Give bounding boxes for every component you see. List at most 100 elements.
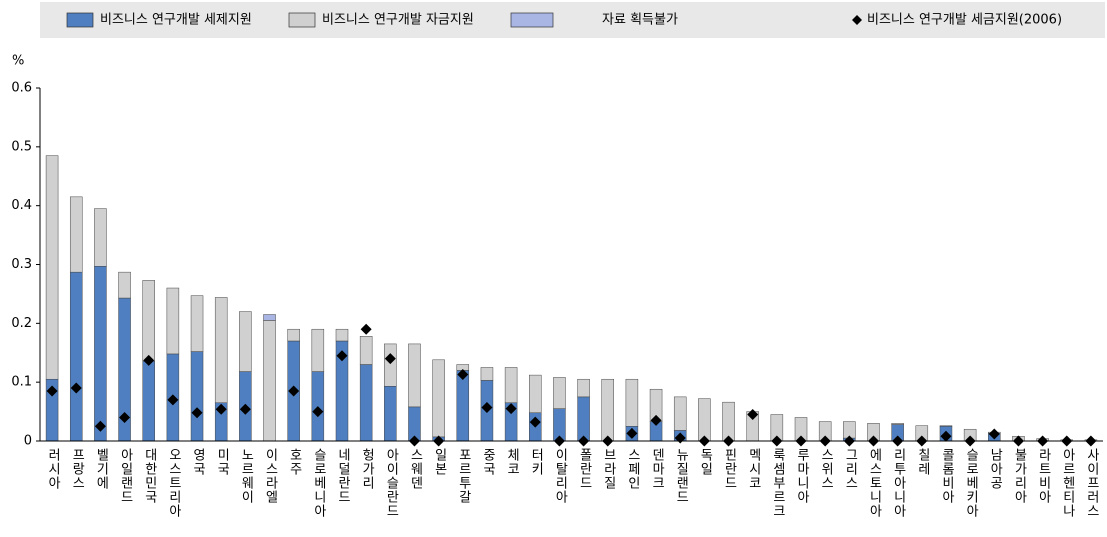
- bar-segment: [263, 320, 276, 442]
- x-tick-label: 리투아니아: [890, 448, 906, 518]
- x-tick-label: 라트비아: [1035, 448, 1051, 504]
- bar-segment: [625, 378, 639, 427]
- bar-segment: [214, 297, 228, 404]
- x-tick-label: 스위스: [818, 448, 834, 490]
- x-tick-label: 브라질: [600, 448, 616, 490]
- bar-segment: [69, 196, 83, 273]
- x-tick-label: 그리스: [842, 448, 858, 490]
- x-tick-label: 룩셈부르크: [769, 448, 785, 518]
- marker: [747, 409, 759, 421]
- marker: [336, 350, 348, 362]
- marker: [723, 435, 735, 447]
- legend-label: 비즈니스 연구개발 세금지원(2006): [867, 13, 1062, 28]
- x-tick-label: 포르투갈: [455, 448, 471, 504]
- x-tick-label: 대한민국: [141, 448, 157, 504]
- marker: [819, 435, 831, 447]
- x-tick-label: 콜롬비아: [938, 448, 954, 504]
- y-tick-label: 0.6: [11, 81, 32, 96]
- x-tick-label: 칠레: [914, 448, 930, 476]
- x-tick-label: 멕시코: [745, 448, 761, 490]
- marker: [239, 403, 251, 415]
- x-tick-label: 미국: [214, 448, 230, 476]
- marker: [940, 430, 952, 442]
- marker: [360, 323, 372, 335]
- marker: [288, 385, 300, 397]
- legend-label: 비즈니스 연구개발 자금지원: [322, 13, 474, 28]
- marker: [553, 435, 565, 447]
- x-tick-label: 독일: [697, 448, 713, 476]
- marker: [312, 406, 324, 418]
- x-tick-label: 덴마크: [649, 448, 665, 490]
- bar-segment: [311, 328, 325, 372]
- bar-segment: [239, 311, 252, 372]
- marker: [191, 407, 203, 419]
- marker: [119, 411, 131, 423]
- marker: [481, 401, 493, 413]
- bar-segment: [94, 208, 107, 267]
- x-tick-label: 루마니아: [794, 448, 809, 504]
- marker: [433, 435, 445, 447]
- x-tick-label: 벨기에: [93, 448, 109, 490]
- x-tick-label: 뉴질랜드: [673, 448, 689, 504]
- bar-segment: [359, 364, 373, 442]
- x-tick-label: 이탈리아: [552, 448, 568, 504]
- legend-swatch: [510, 12, 554, 28]
- marker: [795, 435, 807, 447]
- x-tick-label: 에스토니아: [866, 448, 882, 518]
- marker: [674, 432, 686, 444]
- bar-segment: [384, 343, 397, 387]
- x-tick-label: 체코: [504, 448, 520, 476]
- bar-segment: [408, 343, 421, 408]
- marker: [70, 382, 82, 394]
- marker: [1012, 435, 1024, 447]
- bar-segment: [577, 378, 590, 398]
- bar-segment: [94, 266, 107, 442]
- bar-segment: [166, 287, 180, 355]
- marker: [1085, 435, 1097, 447]
- marker: [892, 435, 904, 447]
- y-tick-label: 0.4: [11, 198, 32, 213]
- marker: [602, 435, 614, 447]
- bar-segment: [142, 280, 155, 362]
- legend-label: 자료 획득불가: [602, 13, 678, 28]
- marker: [1061, 435, 1073, 447]
- x-tick-label: 러시아: [45, 448, 61, 490]
- y-tick-label: 0.3: [11, 257, 32, 272]
- x-tick-label: 슬로베니아: [310, 448, 326, 518]
- x-tick-label: 일본: [431, 448, 447, 476]
- x-tick-label: 핀란드: [721, 448, 737, 490]
- x-tick-label: 오스트리아: [165, 448, 181, 518]
- bar-segment: [69, 271, 83, 442]
- marker: [529, 416, 541, 428]
- bar-segment: [529, 374, 542, 414]
- bar-segment: [553, 377, 566, 409]
- x-tick-label: 헝가리: [359, 448, 375, 490]
- bar-segment: [335, 328, 349, 342]
- bar-segment: [601, 378, 614, 442]
- marker: [167, 394, 179, 406]
- y-tick-label: 0: [24, 434, 32, 449]
- bar-segment: [142, 360, 155, 442]
- x-tick-label: 영국: [190, 448, 206, 476]
- marker: [964, 435, 976, 447]
- x-tick-label: 터키: [528, 448, 544, 476]
- bar-segment: [722, 401, 735, 442]
- marker: [94, 420, 106, 432]
- marker: [505, 403, 517, 415]
- x-tick-label: 스웨덴: [407, 448, 423, 490]
- marker: [408, 435, 420, 447]
- bar-segment: [118, 271, 131, 299]
- x-tick-label: 네덜란드: [334, 448, 350, 504]
- x-tick-label: 아르헨티나: [1059, 448, 1075, 518]
- marker: [867, 435, 879, 447]
- legend-box: [40, 2, 1105, 38]
- bar-segment: [456, 370, 470, 442]
- bar-segment: [480, 367, 494, 381]
- y-tick-label: 0.2: [11, 316, 32, 331]
- x-tick-label: 이스라엘: [262, 448, 278, 504]
- marker: [578, 435, 590, 447]
- marker: [626, 427, 638, 439]
- marker: [988, 428, 1000, 440]
